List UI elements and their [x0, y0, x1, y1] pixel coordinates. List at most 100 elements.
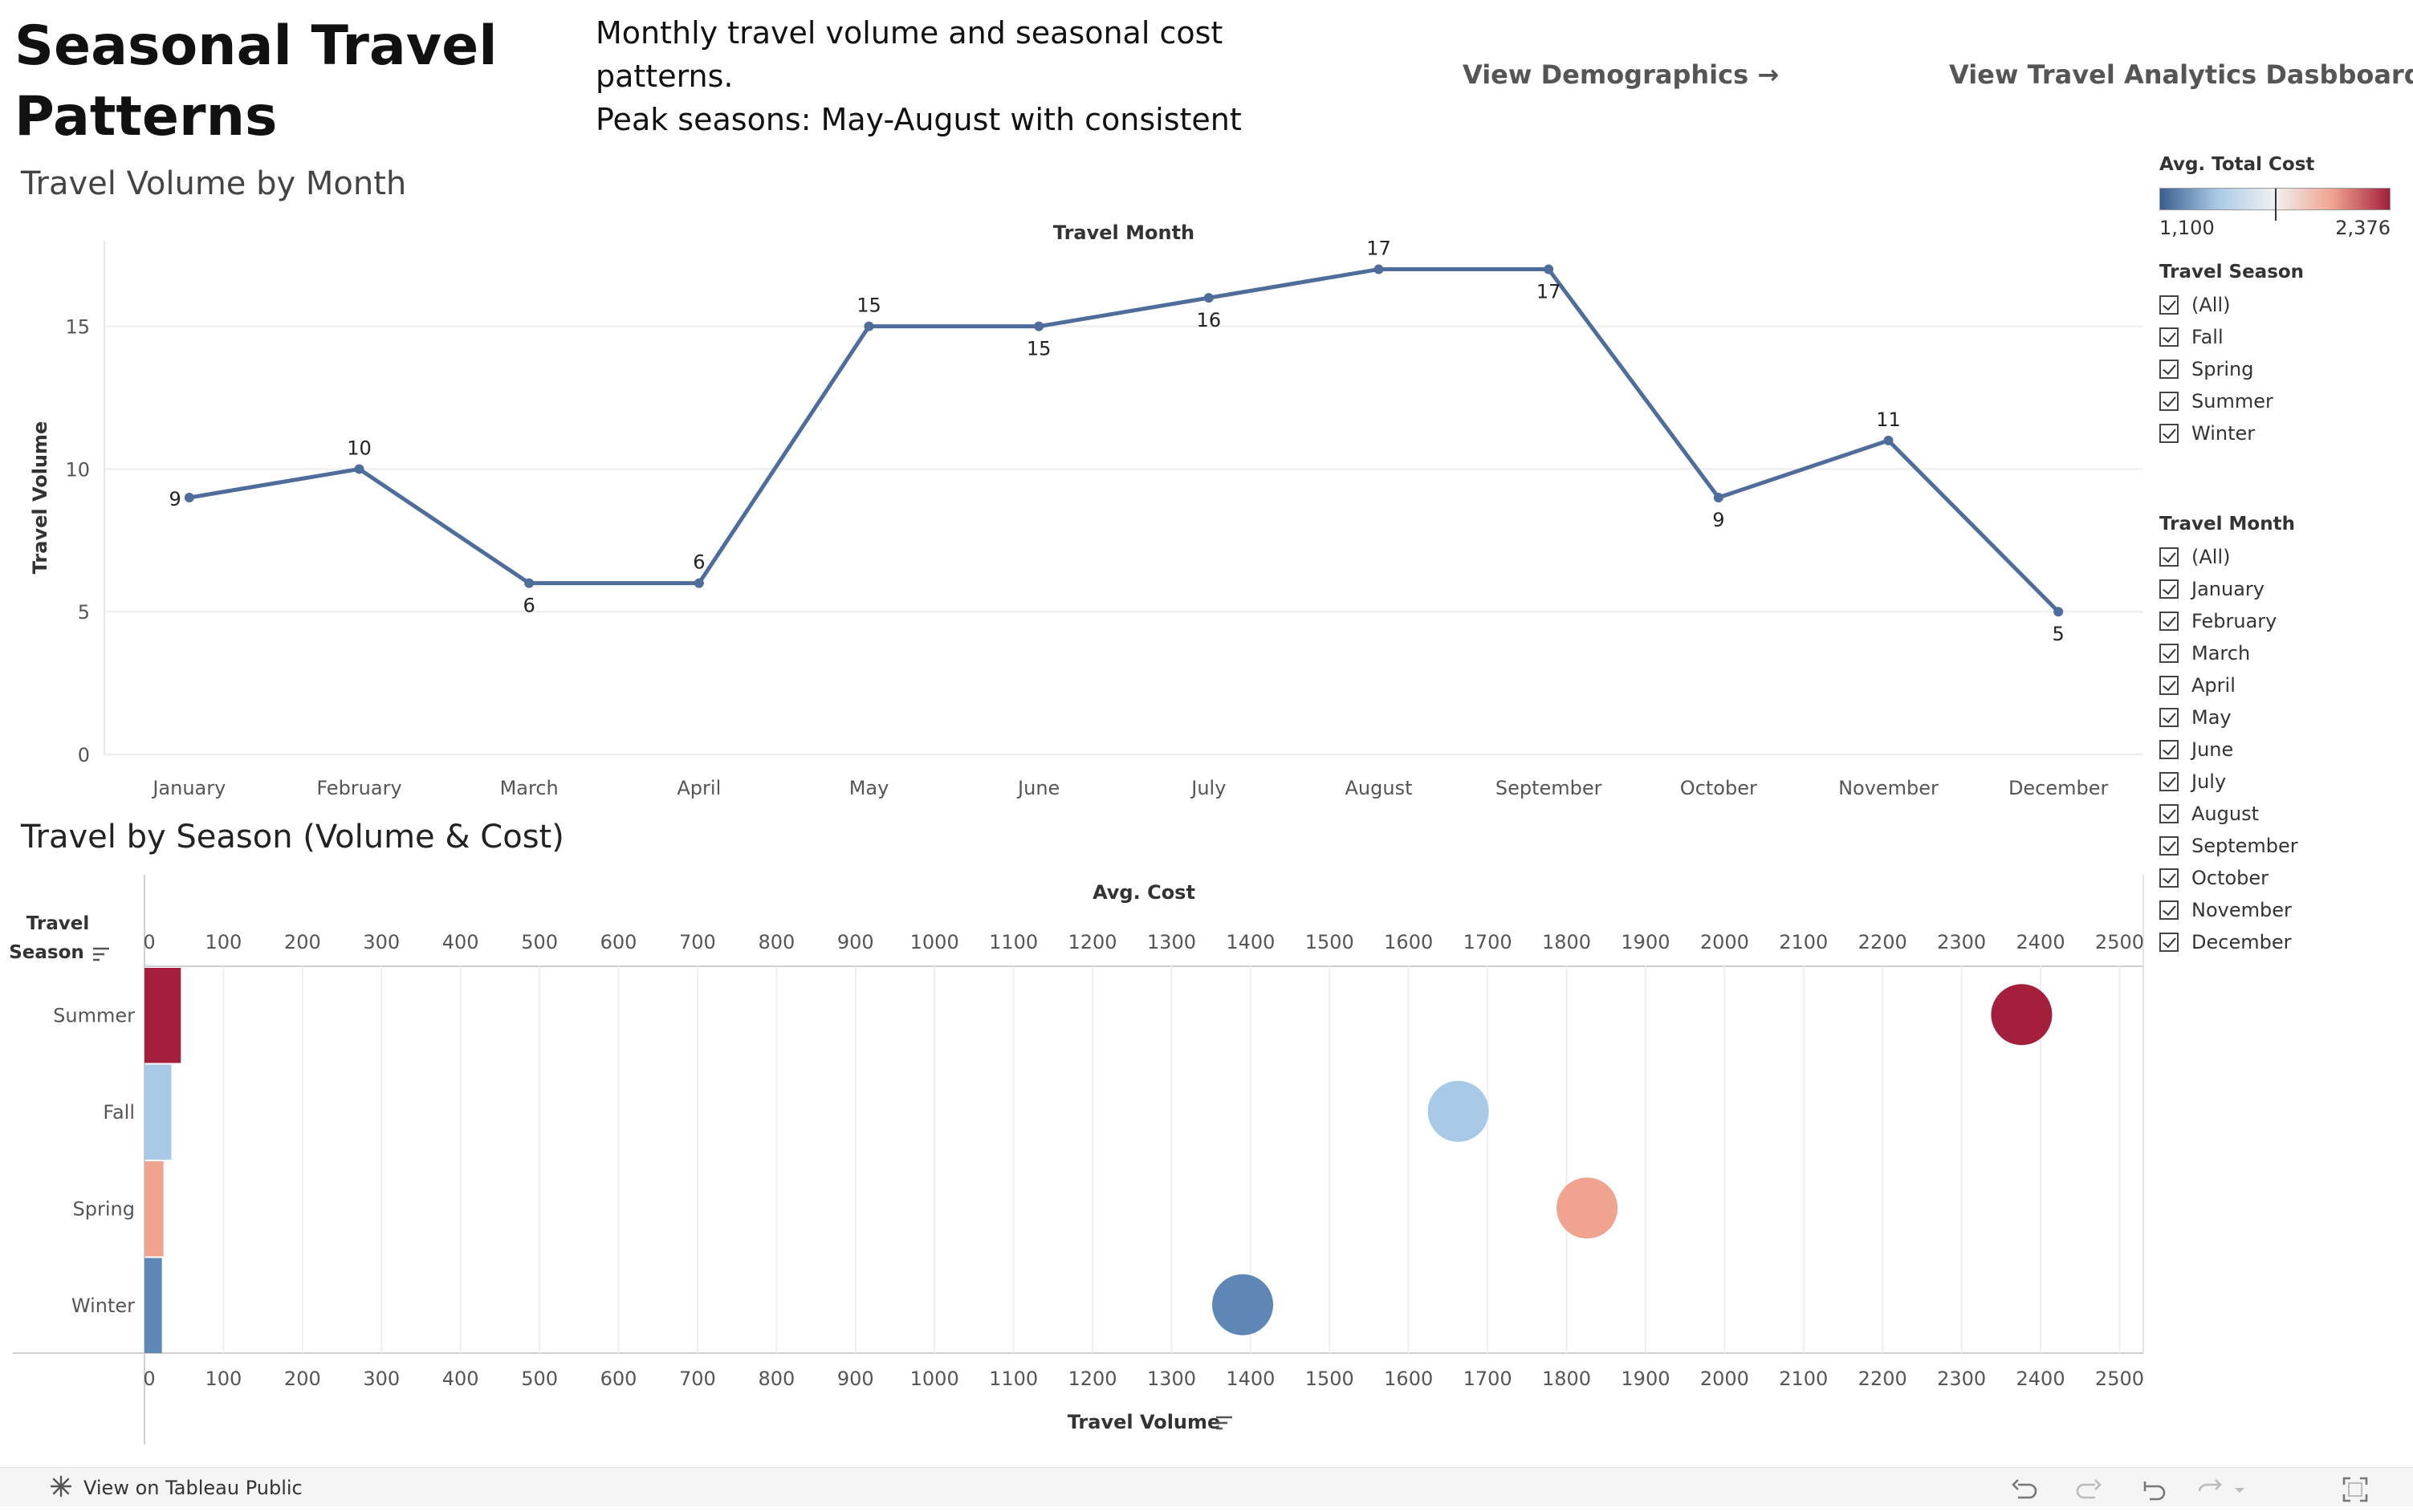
color-legend: Avg. Total Cost 1,100 2,376: [2159, 154, 2400, 239]
checkbox-checked-icon[interactable]: [2159, 644, 2179, 663]
bubble-bottom-tick-label: 1700: [1463, 1368, 1512, 1390]
filter-option[interactable]: September: [2159, 830, 2400, 862]
bubble-bottom-tick-label: 2000: [1700, 1368, 1749, 1390]
filter-option-label: June: [2191, 738, 2234, 761]
bubble-top-tick-label: 900: [837, 931, 874, 953]
fullscreen-icon[interactable]: [2339, 1473, 2371, 1512]
view-on-tableau-link[interactable]: View on Tableau Public: [83, 1477, 303, 1499]
checkbox-checked-icon[interactable]: [2159, 579, 2179, 599]
checkbox-checked-icon[interactable]: [2159, 360, 2179, 379]
filter-option[interactable]: April: [2159, 669, 2400, 701]
redo-icon[interactable]: [2073, 1473, 2105, 1512]
legend-title: Avg. Total Cost: [2159, 154, 2315, 175]
bubble-bottom-tick-label: 100: [205, 1368, 242, 1390]
bubble-bottom-tick-label: 1600: [1384, 1368, 1433, 1390]
line-data-label: 15: [857, 295, 881, 317]
view-demographics-link[interactable]: View Demographics →: [1463, 59, 1780, 90]
bubble-bottom-tick-label: 600: [600, 1368, 637, 1390]
filter-option-label: August: [2191, 803, 2259, 825]
line-data-label: 17: [1536, 281, 1561, 303]
bubble-bottom-tick-label: 1400: [1226, 1368, 1275, 1390]
checkbox-checked-icon[interactable]: [2159, 424, 2179, 443]
line-y-tick-label: 0: [78, 744, 90, 766]
filter-option[interactable]: March: [2159, 637, 2400, 669]
bubble-top-tick-label: 1700: [1463, 931, 1512, 953]
filter-option[interactable]: Summer: [2159, 385, 2400, 417]
checkbox-checked-icon[interactable]: [2159, 547, 2179, 567]
season-row-label: Winter: [71, 1295, 135, 1317]
filter-option[interactable]: August: [2159, 798, 2400, 830]
filter-option[interactable]: June: [2159, 734, 2400, 766]
checkbox-checked-icon[interactable]: [2159, 804, 2179, 823]
line-point: [1713, 493, 1723, 502]
filter-option[interactable]: February: [2159, 605, 2400, 637]
undo-icon[interactable]: [2008, 1473, 2041, 1512]
filter-option[interactable]: (All): [2159, 541, 2400, 573]
filter-option-label: May: [2191, 706, 2232, 729]
filter-option[interactable]: October: [2159, 862, 2400, 894]
filter-option[interactable]: Fall: [2159, 321, 2400, 353]
checkbox-checked-icon[interactable]: [2159, 676, 2179, 695]
bubble-top-tick-label: 2300: [1937, 931, 1986, 953]
checkbox-checked-icon[interactable]: [2159, 900, 2179, 920]
checkbox-checked-icon[interactable]: [2159, 772, 2179, 791]
bubble-bottom-tick-label: 900: [837, 1368, 874, 1390]
bubble-bottom-tick-label: 1200: [1068, 1368, 1117, 1390]
filter-option-label: (All): [2191, 546, 2231, 568]
line-chart: Travel Month 0 5 10 15 Travel Volume 9 January 1…: [29, 222, 2143, 799]
checkbox-checked-icon[interactable]: [2159, 740, 2179, 759]
filter-option[interactable]: November: [2159, 894, 2400, 926]
avg-cost-bubble: [1212, 1274, 1274, 1335]
bubble-top-tick-label: 800: [758, 931, 795, 953]
filter-option[interactable]: Winter: [2159, 417, 2400, 449]
filter-option[interactable]: May: [2159, 701, 2400, 734]
filter-option[interactable]: December: [2159, 926, 2400, 958]
bubble-top-tick-label: 1200: [1068, 931, 1117, 953]
season-row-label: Spring: [73, 1197, 135, 1220]
filter-option-label: Winter: [2191, 422, 2256, 445]
filter-travel-month: Travel Month (All) January February March Apr…: [2159, 514, 2400, 958]
filter-option[interactable]: January: [2159, 573, 2400, 605]
filter-option[interactable]: July: [2159, 766, 2400, 798]
line-point: [1544, 264, 1554, 274]
bubble-top-tick-label: 2500: [2095, 931, 2144, 953]
bubble-bottom-tick-label: 0: [143, 1368, 155, 1390]
bubble-top-tick-label: 300: [363, 931, 400, 953]
checkbox-checked-icon[interactable]: [2159, 295, 2179, 315]
bubble-chart-title: Travel by Season (Volume & Cost): [21, 819, 564, 856]
refresh-icon[interactable]: [2195, 1473, 2251, 1512]
checkbox-checked-icon[interactable]: [2159, 836, 2179, 856]
bubble-top-tick-label: 700: [679, 931, 716, 953]
filter-option[interactable]: (All): [2159, 289, 2400, 321]
avg-cost-bubble: [1991, 984, 2053, 1046]
checkbox-checked-icon[interactable]: [2159, 708, 2179, 727]
bubble-top-tick-label: 1400: [1226, 931, 1275, 953]
line-data-label: 16: [1197, 309, 1222, 331]
view-travel-analytics-link[interactable]: View Travel Analytics Dasbboard →: [1949, 59, 2413, 90]
bubble-top-tick-label: 1600: [1384, 931, 1433, 953]
bubble-x-axis-label: Travel Volume: [1068, 1411, 1221, 1433]
checkbox-checked-icon[interactable]: [2159, 392, 2179, 411]
line-y-tick-label: 5: [78, 601, 90, 624]
filter-option[interactable]: Spring: [2159, 353, 2400, 385]
line-y-axis-label: Travel Volume: [29, 421, 51, 575]
filter-option-label: December: [2191, 931, 2292, 953]
filter-option-label: October: [2191, 867, 2269, 889]
checkbox-checked-icon[interactable]: [2159, 933, 2179, 952]
revert-icon[interactable]: [2137, 1473, 2169, 1512]
line-x-tick-label: July: [1190, 777, 1226, 799]
checkbox-checked-icon[interactable]: [2159, 868, 2179, 888]
line-top-axis-label: Travel Month: [1053, 222, 1194, 244]
bubble-bottom-tick-label: 700: [679, 1368, 716, 1390]
checkbox-checked-icon[interactable]: [2159, 612, 2179, 631]
legend-max-label: 2,376: [2335, 217, 2391, 239]
line-data-label: 11: [1876, 408, 1901, 431]
bubble-bottom-tick-label: 2300: [1937, 1368, 1986, 1390]
checkbox-checked-icon[interactable]: [2159, 327, 2179, 347]
bubble-top-tick-label: 100: [205, 931, 242, 953]
filter-option-label: September: [2191, 835, 2298, 857]
filter-option-label: November: [2191, 899, 2292, 921]
line-data-label: 6: [693, 551, 705, 574]
filter-option-label: March: [2191, 642, 2251, 665]
line-data-label: 6: [523, 595, 535, 617]
